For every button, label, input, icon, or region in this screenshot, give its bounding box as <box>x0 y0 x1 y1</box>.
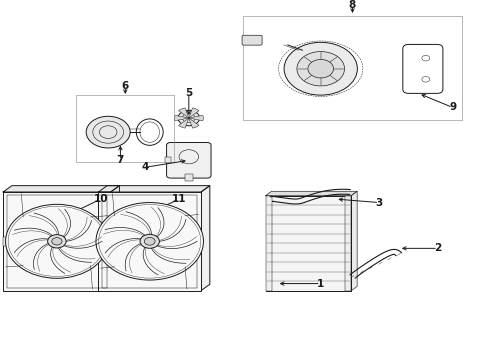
Bar <box>185 174 193 181</box>
Text: 10: 10 <box>94 194 108 204</box>
Wedge shape <box>178 118 189 128</box>
Polygon shape <box>3 186 120 192</box>
Circle shape <box>308 59 334 78</box>
Bar <box>165 157 172 163</box>
Text: 11: 11 <box>172 194 186 204</box>
Circle shape <box>297 51 344 86</box>
Text: 4: 4 <box>141 162 148 172</box>
Bar <box>243 16 463 120</box>
Polygon shape <box>351 191 357 291</box>
Circle shape <box>284 42 357 95</box>
Wedge shape <box>178 108 189 118</box>
Bar <box>98 192 201 291</box>
Text: 2: 2 <box>434 243 441 253</box>
Bar <box>196 237 201 246</box>
Circle shape <box>52 238 62 245</box>
Bar <box>98 237 103 246</box>
Bar <box>266 195 351 291</box>
Text: 1: 1 <box>317 279 324 289</box>
FancyBboxPatch shape <box>242 35 262 45</box>
Text: 3: 3 <box>376 198 383 208</box>
Text: 5: 5 <box>185 88 193 98</box>
Circle shape <box>178 110 199 126</box>
Wedge shape <box>189 115 203 121</box>
Circle shape <box>140 234 159 248</box>
Polygon shape <box>111 186 120 291</box>
Bar <box>266 195 271 291</box>
Bar <box>102 195 197 288</box>
Bar <box>106 237 111 246</box>
Circle shape <box>96 203 203 280</box>
Text: 8: 8 <box>349 0 356 10</box>
Text: 7: 7 <box>117 155 124 165</box>
Bar <box>7 195 107 288</box>
Wedge shape <box>174 115 189 121</box>
Wedge shape <box>189 108 199 118</box>
Wedge shape <box>189 118 199 128</box>
Circle shape <box>5 204 108 278</box>
Text: 6: 6 <box>122 81 129 91</box>
Circle shape <box>48 235 66 248</box>
Polygon shape <box>266 191 357 195</box>
Bar <box>345 195 351 291</box>
Bar <box>76 95 174 162</box>
Bar <box>3 237 8 246</box>
Text: 9: 9 <box>449 103 456 112</box>
Bar <box>3 192 111 291</box>
Polygon shape <box>98 186 210 192</box>
Polygon shape <box>201 186 210 291</box>
Circle shape <box>86 116 130 148</box>
Circle shape <box>145 238 155 245</box>
FancyBboxPatch shape <box>167 143 211 178</box>
